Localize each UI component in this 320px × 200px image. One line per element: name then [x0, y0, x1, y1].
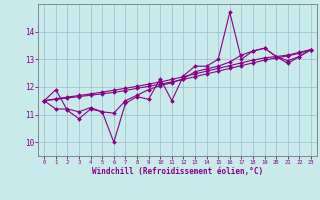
X-axis label: Windchill (Refroidissement éolien,°C): Windchill (Refroidissement éolien,°C): [92, 167, 263, 176]
